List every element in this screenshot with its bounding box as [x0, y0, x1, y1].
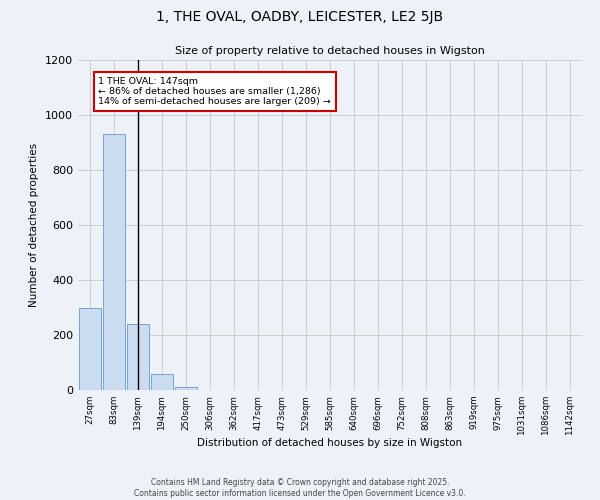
Text: 1, THE OVAL, OADBY, LEICESTER, LE2 5JB: 1, THE OVAL, OADBY, LEICESTER, LE2 5JB	[157, 10, 443, 24]
Text: 1 THE OVAL: 147sqm
← 86% of detached houses are smaller (1,286)
14% of semi-deta: 1 THE OVAL: 147sqm ← 86% of detached hou…	[98, 76, 331, 106]
X-axis label: Distribution of detached houses by size in Wigston: Distribution of detached houses by size …	[197, 438, 463, 448]
Bar	[151, 374, 173, 390]
Y-axis label: Number of detached properties: Number of detached properties	[29, 143, 40, 307]
Title: Size of property relative to detached houses in Wigston: Size of property relative to detached ho…	[175, 46, 485, 56]
Bar	[127, 324, 149, 390]
Text: Contains HM Land Registry data © Crown copyright and database right 2025.
Contai: Contains HM Land Registry data © Crown c…	[134, 478, 466, 498]
Bar	[103, 134, 125, 390]
Bar	[175, 387, 197, 390]
Bar	[79, 308, 101, 390]
